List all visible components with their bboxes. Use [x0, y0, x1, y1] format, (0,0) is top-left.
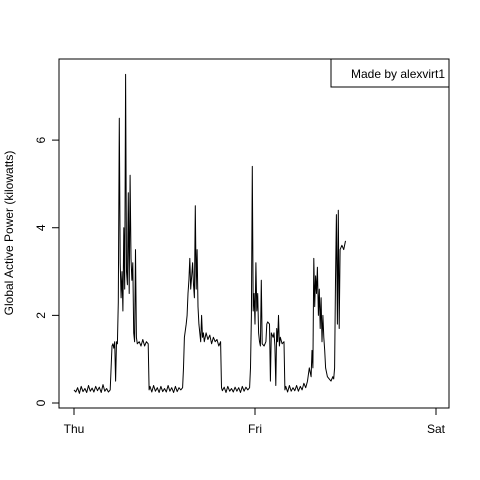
legend-box: Made by alexvirt1: [330, 58, 450, 88]
plot-frame: [58, 58, 450, 409]
legend-text: Made by alexvirt1: [351, 67, 445, 81]
y-tick-label: 4: [34, 224, 48, 231]
x-axis: Thu Fri Sat: [64, 407, 446, 436]
y-axis: 0 2 4 6: [34, 136, 60, 406]
x-tick-label-fri: Fri: [248, 422, 262, 436]
series-line: [73, 73, 346, 394]
y-axis-label: Global Active Power (kilowatts): [2, 151, 16, 316]
y-tick-label: 0: [34, 399, 48, 406]
x-tick-label-thu: Thu: [64, 422, 85, 436]
y-tick-label: 6: [34, 136, 48, 143]
legend-frame: [330, 58, 450, 88]
x-tick-label-sat: Sat: [427, 422, 446, 436]
y-tick-label: 2: [34, 312, 48, 319]
